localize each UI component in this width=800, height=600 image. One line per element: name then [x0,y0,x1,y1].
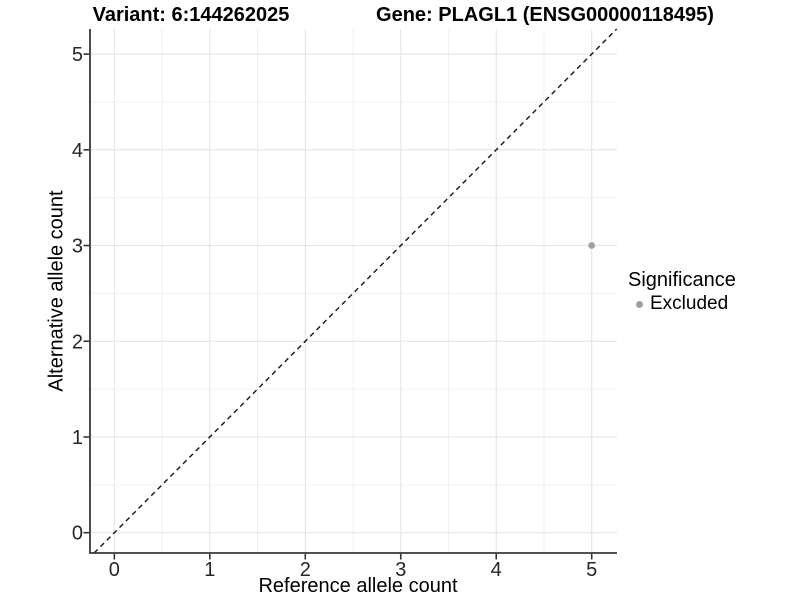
y-tick-label: 1 [72,427,83,449]
legend: Significance Excluded [628,268,736,316]
y-tick-label: 3 [72,236,83,258]
legend-item-label: Excluded [650,293,729,314]
identity-line [93,28,618,554]
x-tick-label: 1 [204,559,215,581]
x-tick-label: 0 [109,559,120,581]
x-tick-label: 2 [300,559,311,581]
y-tick-label: 0 [72,523,83,545]
data-point [588,242,596,249]
x-tick-label: 3 [395,559,406,581]
legend-point-icon [636,300,643,308]
legend-title: Significance [628,269,736,291]
y-tick-label: 5 [72,44,83,66]
y-tick-label: 2 [72,331,83,353]
y-tick-label: 4 [72,140,83,162]
axis-lines [89,29,617,554]
x-tick-label: 5 [586,559,597,581]
gene-title: Gene: PLAGL1 (ENSG00000118495) [376,4,714,26]
legend-item-excluded: Excluded [628,292,736,316]
x-tick-label: 4 [491,559,502,581]
x-axis-title: Reference allele count [258,575,458,597]
y-axis-title: Alternative allele count [45,190,68,392]
variant-title: Variant: 6:144262025 [92,4,290,26]
